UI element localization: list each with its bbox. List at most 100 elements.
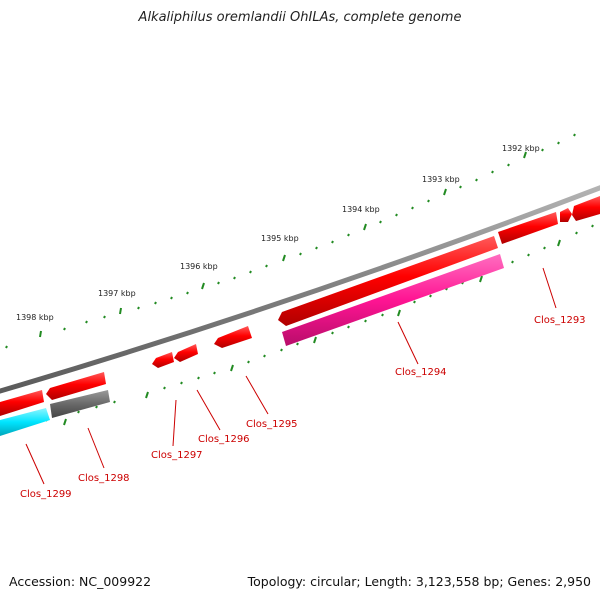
cds-bar-clos1299 xyxy=(0,408,50,436)
tick-minor xyxy=(249,270,252,274)
tick-minor xyxy=(331,240,334,244)
tick-label-1396: 1396 kbp xyxy=(180,262,218,271)
tick-label-1397: 1397 kbp xyxy=(98,289,136,298)
leader-clos1295 xyxy=(245,375,269,415)
tick-minor xyxy=(395,213,398,217)
gene-arrow xyxy=(152,352,174,368)
tick-minor xyxy=(280,348,283,352)
gene-arrow-clos1294 xyxy=(278,236,498,326)
tick-minor xyxy=(95,405,98,409)
tick-minor xyxy=(511,260,514,264)
tick-minor xyxy=(296,342,299,346)
tick-labels: 1392 kbp 1393 kbp 1394 kbp 1395 kbp 1396… xyxy=(16,144,540,322)
tick-label-1393: 1393 kbp xyxy=(422,175,460,184)
tick-label-1394: 1394 kbp xyxy=(342,205,380,214)
tick-minor xyxy=(413,300,416,304)
tick-minor xyxy=(557,141,560,145)
tick-label-1398: 1398 kbp xyxy=(16,313,54,322)
tick-minor xyxy=(315,246,318,250)
gene-arrow xyxy=(214,326,252,348)
tick-minor xyxy=(429,294,432,298)
tick-minor xyxy=(113,400,116,404)
tick-major xyxy=(313,336,317,344)
gene-arrow xyxy=(560,208,572,222)
tick-minor xyxy=(381,313,384,317)
tick-minor xyxy=(5,345,8,349)
tick-major xyxy=(145,391,149,399)
tick-major xyxy=(363,223,367,231)
tick-minor xyxy=(170,296,173,300)
leader-clos1293 xyxy=(542,267,557,309)
genome-summary-text: Topology: circular; Length: 3,123,558 bp… xyxy=(247,574,591,589)
gene-arrow xyxy=(572,196,600,221)
tick-minor xyxy=(573,133,576,137)
tick-minor xyxy=(591,224,594,228)
tick-minor xyxy=(263,354,266,358)
tick-minor xyxy=(265,264,268,268)
tick-minor xyxy=(347,325,350,329)
tick-major xyxy=(119,307,122,315)
genome-backbone xyxy=(0,185,600,394)
label-leaders xyxy=(25,267,557,485)
tick-major xyxy=(479,275,483,283)
leader-clos1296 xyxy=(196,389,221,431)
tick-minor xyxy=(103,315,106,319)
leader-clos1294 xyxy=(397,321,419,365)
gene-arrow xyxy=(498,212,558,244)
tick-minor xyxy=(427,199,430,203)
tick-major xyxy=(397,309,401,317)
gene-labels: Clos_1293 Clos_1294 Clos_1295 Clos_1296 … xyxy=(20,315,586,500)
tick-minor xyxy=(154,301,157,305)
accession-text: Accession: NC_009922 xyxy=(9,574,152,589)
tick-minor xyxy=(507,163,510,167)
tick-minor xyxy=(347,233,350,237)
tick-minor xyxy=(233,276,236,280)
tick-minor xyxy=(331,331,334,335)
tick-major xyxy=(230,364,234,372)
leader-clos1298 xyxy=(87,427,105,469)
tick-major xyxy=(63,418,67,426)
tick-minor xyxy=(491,170,494,174)
tick-minor xyxy=(213,371,216,375)
tick-minor xyxy=(575,231,578,235)
gene-label-clos1297: Clos_1297 xyxy=(151,450,203,461)
tick-major xyxy=(443,188,447,196)
tick-minor xyxy=(163,386,166,390)
tick-minor xyxy=(475,178,478,182)
cds-bar-clos1294 xyxy=(282,254,504,346)
tick-minor xyxy=(137,306,140,310)
tick-minor xyxy=(247,360,250,364)
tick-minor xyxy=(379,220,382,224)
tick-minor xyxy=(299,252,302,256)
cds-track xyxy=(0,254,504,436)
tick-label-1392: 1392 kbp xyxy=(502,144,540,153)
gene-label-clos1295: Clos_1295 xyxy=(246,419,298,430)
outer-tick-ring xyxy=(5,133,576,349)
inner-tick-ring xyxy=(45,224,594,426)
tick-minor xyxy=(411,206,414,210)
gene-arrow xyxy=(46,372,106,400)
cds-bar-clos1298 xyxy=(50,390,110,418)
gene-arrow xyxy=(174,344,198,362)
tick-minor xyxy=(77,410,80,414)
gene-label-clos1294: Clos_1294 xyxy=(395,367,447,378)
gene-label-clos1296: Clos_1296 xyxy=(198,434,250,445)
leader-clos1297 xyxy=(172,399,177,447)
tick-minor xyxy=(459,185,462,189)
tick-minor xyxy=(63,327,66,331)
tick-minor xyxy=(527,253,530,257)
tick-major xyxy=(523,151,527,159)
gene-arrow xyxy=(0,390,44,416)
leader-clos1299 xyxy=(25,443,45,485)
tick-minor xyxy=(180,381,183,385)
tick-major xyxy=(282,254,286,262)
tick-minor xyxy=(541,148,544,152)
tick-minor xyxy=(197,376,200,380)
gene-track xyxy=(0,196,600,416)
gene-label-clos1298: Clos_1298 xyxy=(78,473,130,484)
tick-major xyxy=(201,282,205,290)
tick-minor xyxy=(186,291,189,295)
tick-minor xyxy=(364,319,367,323)
tick-minor xyxy=(217,281,220,285)
